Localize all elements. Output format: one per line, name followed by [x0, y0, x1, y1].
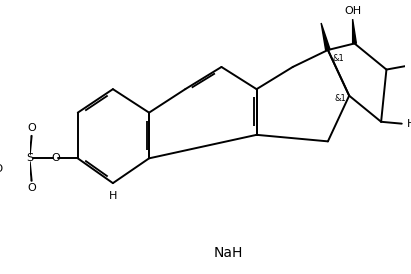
Text: O: O	[52, 153, 60, 163]
Text: O: O	[27, 123, 36, 133]
Text: H: H	[406, 119, 411, 129]
Polygon shape	[353, 19, 356, 44]
Text: H: H	[109, 191, 117, 201]
Polygon shape	[321, 23, 330, 50]
Text: O: O	[27, 184, 36, 193]
Text: S: S	[26, 153, 33, 163]
Text: HO: HO	[0, 164, 4, 174]
Text: OH: OH	[344, 7, 361, 16]
Text: NaH: NaH	[214, 246, 243, 259]
Text: &1: &1	[332, 54, 344, 63]
Text: &1: &1	[335, 94, 346, 103]
